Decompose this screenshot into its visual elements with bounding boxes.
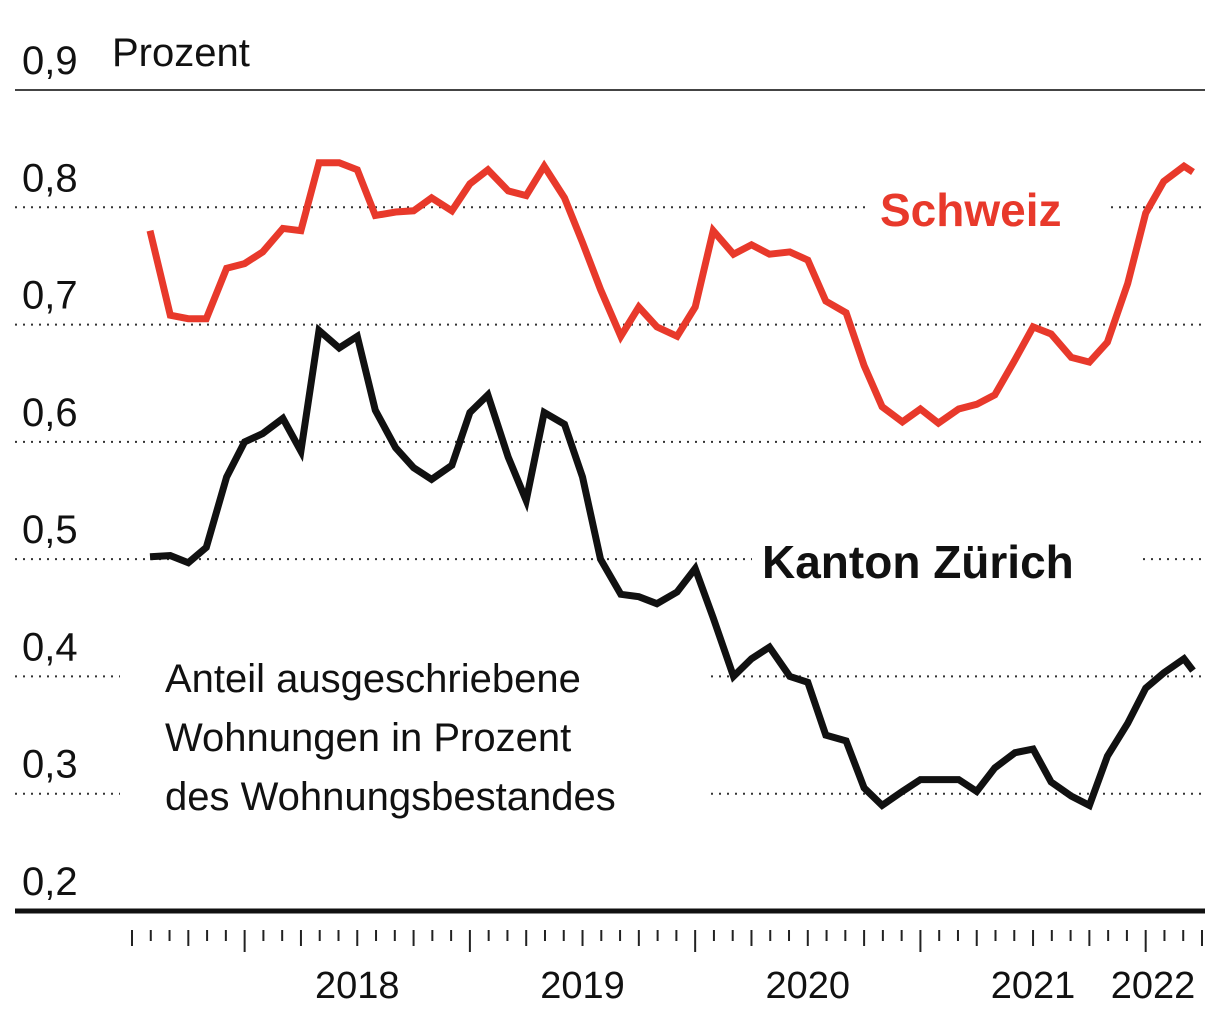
y-axis-ticks: 0,9 0,8 0,7 0,6 0,5 0,4 0,3 0,2 <box>22 39 78 904</box>
series-label-kanton-zurich: Kanton Zürich <box>762 536 1074 588</box>
note-background <box>120 640 705 835</box>
x-tick-label: 2021 <box>991 965 1076 1007</box>
y-tick-label: 0,9 <box>22 39 78 83</box>
y-tick-label: 0,8 <box>22 156 78 200</box>
y-tick-label: 0,6 <box>22 391 78 435</box>
y-axis-unit-label: Prozent <box>112 31 250 75</box>
y-tick-label: 0,2 <box>22 860 78 904</box>
x-tick-label: 2022 <box>1111 965 1196 1007</box>
series-line-kanton-zurich <box>149 323 1196 811</box>
x-axis-labels: 2018 2019 2020 2021 2022 <box>315 965 1195 1007</box>
x-axis-ticks <box>131 930 1203 952</box>
zurich-label-background <box>752 528 1137 593</box>
x-tick-label: 2018 <box>315 965 400 1007</box>
y-tick-label: 0,5 <box>22 508 78 552</box>
series-line-schweiz <box>146 159 1195 428</box>
note-line-3: des Wohnungsbestandes <box>165 775 616 819</box>
x-tick-label: 2020 <box>766 965 851 1007</box>
note-line-2: Wohnungen in Prozent <box>165 716 571 760</box>
y-tick-label: 0,3 <box>22 743 78 787</box>
y-tick-label: 0,4 <box>22 625 78 669</box>
x-tick-label: 2019 <box>540 965 625 1007</box>
series-lines <box>146 159 1196 811</box>
series-label-schweiz: Schweiz <box>880 184 1062 236</box>
note-line-1: Anteil ausgeschriebene <box>165 657 581 701</box>
y-tick-label: 0,7 <box>22 274 78 318</box>
schweiz-label-background <box>870 175 1110 240</box>
